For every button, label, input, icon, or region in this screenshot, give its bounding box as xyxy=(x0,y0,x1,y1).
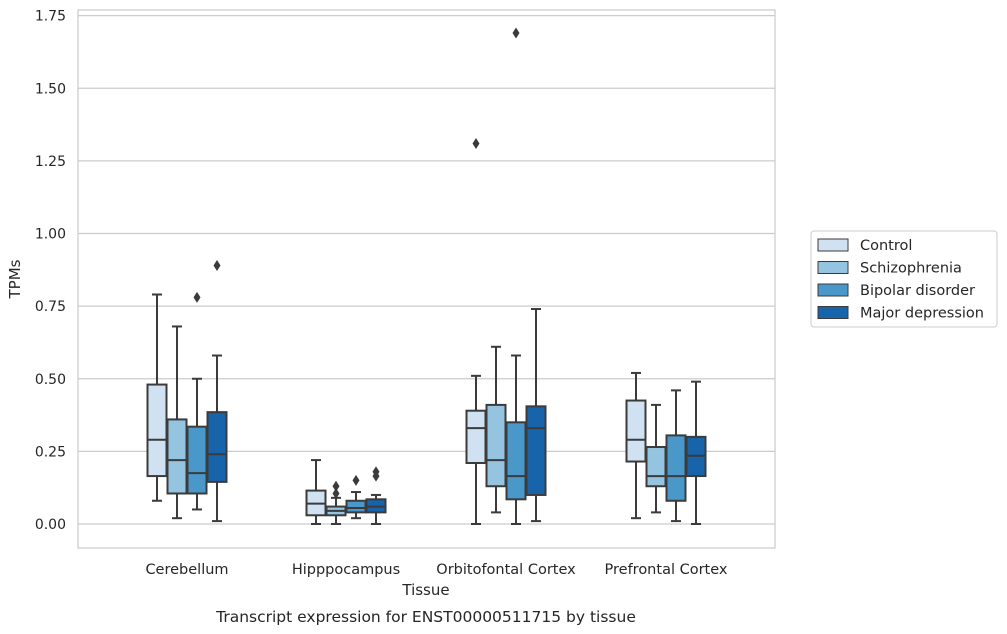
y-tick-label: 1.25 xyxy=(35,154,66,170)
y-tick-label: 1.00 xyxy=(35,227,66,243)
legend-swatch xyxy=(817,283,849,297)
box-body xyxy=(166,418,188,495)
box-body xyxy=(505,421,527,501)
y-tick-label: 1.50 xyxy=(35,81,66,97)
box-0-3 xyxy=(625,371,647,520)
box-0-1 xyxy=(305,459,327,525)
legend-label: Schizophrenia xyxy=(860,261,962,277)
plot-frame xyxy=(77,9,776,549)
legend-swatch xyxy=(817,306,849,319)
box-3-0 xyxy=(206,259,228,523)
outlier-point xyxy=(193,291,201,303)
x-tick-label: Orbitofontal Cortex xyxy=(436,562,576,578)
box-3-3 xyxy=(685,380,707,525)
legend-swatch xyxy=(817,238,849,252)
legend-label: Control xyxy=(860,238,912,254)
box-2-2 xyxy=(505,27,527,525)
outlier-point xyxy=(213,259,221,271)
x-tick-label: Hipppocampus xyxy=(292,562,400,578)
x-tick-label: Cerebellum xyxy=(145,562,228,578)
box-1-2 xyxy=(485,345,507,514)
box-body xyxy=(645,446,667,488)
box-body xyxy=(206,411,228,483)
y-tick-label: 0.00 xyxy=(35,517,66,533)
box-body xyxy=(485,403,507,488)
box-1-1 xyxy=(325,480,347,525)
box-0-2 xyxy=(465,137,487,525)
box-body xyxy=(345,499,367,514)
box-body xyxy=(665,434,687,502)
y-tick-label: 0.75 xyxy=(35,299,66,315)
box-3-2 xyxy=(525,308,547,523)
x-axis-label: Tissue xyxy=(401,581,449,599)
legend-label: Major depression xyxy=(860,306,984,322)
box-body xyxy=(186,425,208,495)
box-body xyxy=(146,383,168,478)
outlier-point xyxy=(512,27,520,39)
boxes xyxy=(146,27,707,525)
x-tick-label: Prefrontal Cortex xyxy=(605,562,728,578)
legend: Control Schizophrenia Bipolar disorder Majo… xyxy=(810,230,998,328)
legend-swatch xyxy=(817,261,849,274)
y-axis-label: TPMs xyxy=(6,259,24,299)
chart-caption: Transcript expression for ENST0000051171… xyxy=(215,608,636,626)
legend-frame xyxy=(810,230,998,328)
y-tick-label: 0.25 xyxy=(35,444,66,460)
outlier-point xyxy=(472,137,480,149)
box-body xyxy=(525,405,547,496)
outlier-point xyxy=(332,487,340,499)
legend-label: Bipolar disorder xyxy=(860,283,975,299)
box-body xyxy=(465,409,487,464)
box-0-0 xyxy=(146,293,168,502)
outlier-point xyxy=(372,470,380,482)
outlier-point xyxy=(352,474,360,486)
box-body xyxy=(625,399,647,463)
outlier-point xyxy=(332,480,340,492)
axis-ticks: 0.00 0.25 0.50 0.75 1.00 1.25 1.50 1.75 Cerebell… xyxy=(35,9,728,578)
y-tick-label: 1.75 xyxy=(35,9,66,25)
y-tick-label: 0.50 xyxy=(35,372,66,388)
box-3-1 xyxy=(365,466,387,525)
